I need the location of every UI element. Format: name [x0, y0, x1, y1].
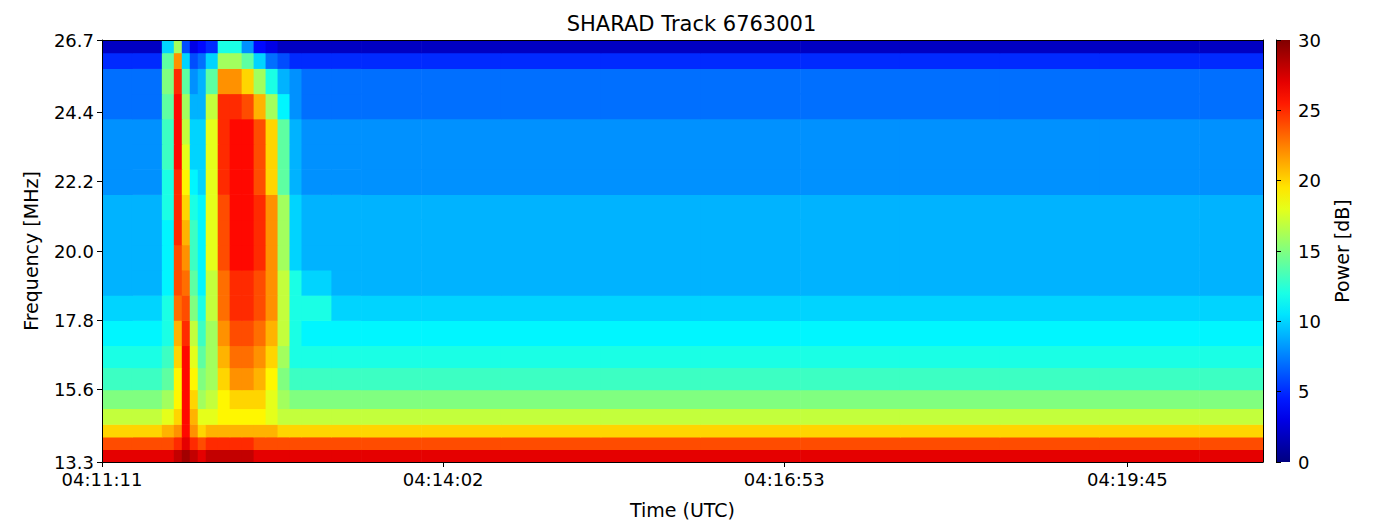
svg-text:15.6: 15.6 — [54, 379, 94, 400]
svg-text:15: 15 — [1298, 241, 1321, 262]
svg-text:Frequency [MHz]: Frequency [MHz] — [20, 171, 42, 331]
svg-text:04:14:02: 04:14:02 — [403, 469, 484, 490]
svg-text:04:16:53: 04:16:53 — [744, 469, 825, 490]
svg-text:24.4: 24.4 — [54, 102, 94, 123]
svg-text:SHARAD Track 6763001: SHARAD Track 6763001 — [567, 12, 817, 36]
svg-text:26.7: 26.7 — [54, 30, 94, 51]
svg-text:17.8: 17.8 — [54, 310, 94, 331]
svg-text:10: 10 — [1298, 311, 1321, 332]
svg-text:20: 20 — [1298, 170, 1321, 191]
svg-text:0: 0 — [1298, 452, 1309, 473]
svg-text:22.2: 22.2 — [54, 171, 94, 192]
svg-text:30: 30 — [1298, 30, 1321, 51]
svg-text:04:19:45: 04:19:45 — [1087, 469, 1168, 490]
svg-text:04:11:11: 04:11:11 — [62, 469, 143, 490]
svg-text:5: 5 — [1298, 381, 1309, 402]
svg-text:Time (UTC): Time (UTC) — [629, 499, 735, 521]
svg-text:Power [dB]: Power [dB] — [1331, 199, 1353, 302]
svg-text:25: 25 — [1298, 100, 1321, 121]
svg-text:20.0: 20.0 — [54, 241, 94, 262]
svg-text:13.3: 13.3 — [53, 451, 94, 473]
